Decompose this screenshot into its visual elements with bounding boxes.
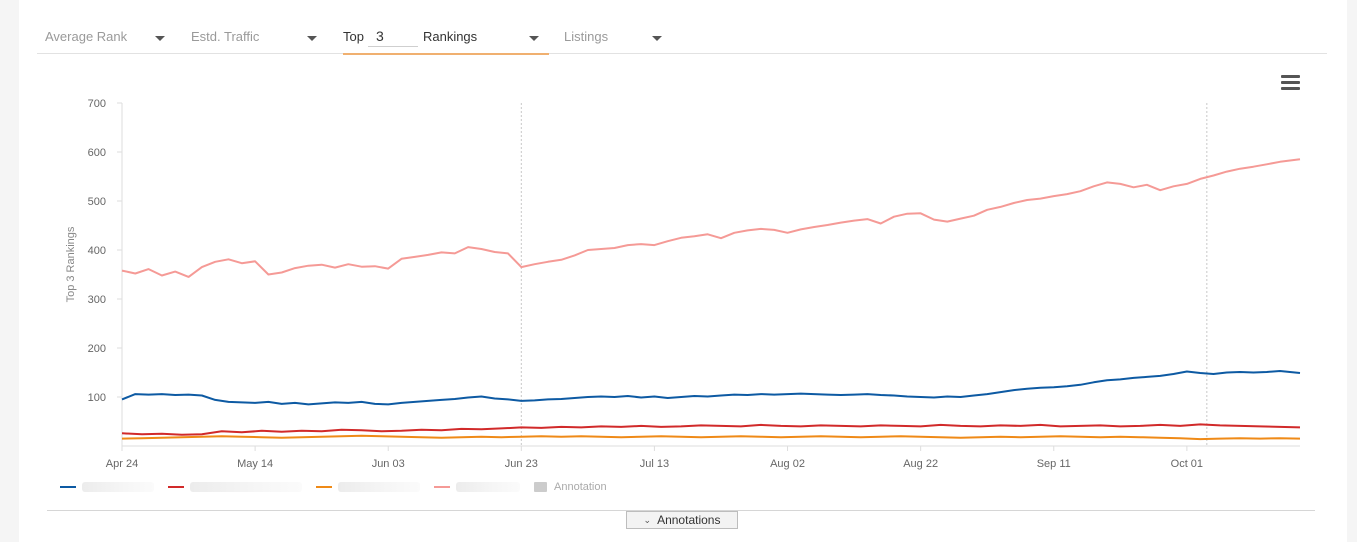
series-line-0[interactable] <box>121 158 1301 278</box>
annotation-swatch <box>534 482 547 492</box>
top-label: Top <box>343 29 364 44</box>
rankings-label: Rankings <box>422 29 478 44</box>
estd-traffic-dropdown[interactable]: Estd. Traffic <box>191 20 317 52</box>
x-tick-label: May 14 <box>237 458 273 470</box>
listings-dropdown[interactable]: Listings <box>564 20 662 52</box>
divider <box>47 510 1315 511</box>
legend-blurred-label <box>456 482 520 492</box>
legend-blurred-label <box>82 482 154 492</box>
legend-item-red[interactable] <box>168 482 302 492</box>
top-n-input[interactable] <box>367 26 418 47</box>
chart-panel <box>19 0 1347 542</box>
x-tick-label: Jun 03 <box>372 458 405 470</box>
legend-item-pink[interactable] <box>434 482 520 492</box>
average-rank-label: Average Rank <box>45 28 128 44</box>
chart-menu-icon[interactable] <box>1281 75 1300 91</box>
y-axis-title: Top 3 Rankings <box>65 226 77 302</box>
x-tick-label: Sep 11 <box>1037 458 1071 470</box>
chevron-down-icon <box>529 36 539 41</box>
chart-toolbar: Average Rank Estd. Traffic Top Rankings … <box>37 20 1327 55</box>
legend-swatch <box>316 486 332 488</box>
chevron-down-icon <box>155 36 165 41</box>
y-tick-label: 300 <box>88 294 106 306</box>
annotations-button-label: Annotations <box>657 513 721 527</box>
legend-annotation-label: Annotation <box>554 481 607 493</box>
x-tick-label: Jul 13 <box>640 458 669 470</box>
top-rankings-dropdown[interactable]: Top Rankings <box>343 20 549 55</box>
legend-blurred-label <box>338 482 420 492</box>
legend-blurred-label <box>190 482 302 492</box>
legend-swatch <box>434 486 450 488</box>
chevron-down-icon: ⌄ <box>643 514 652 525</box>
chart-legend: Annotation <box>60 477 621 497</box>
series-line-1[interactable] <box>121 370 1301 406</box>
listings-label: Listings <box>564 28 609 44</box>
y-tick-label: 500 <box>88 196 106 208</box>
average-rank-dropdown[interactable]: Average Rank <box>45 20 165 52</box>
x-tick-label: Jun 23 <box>505 458 538 470</box>
y-tick-label: 400 <box>88 245 106 257</box>
legend-item-annotation[interactable]: Annotation <box>534 481 607 493</box>
y-tick-label: 200 <box>88 343 106 355</box>
chevron-down-icon <box>307 36 317 41</box>
y-tick-label: 100 <box>88 392 106 404</box>
y-tick-label: 600 <box>88 147 106 159</box>
x-tick-label: Aug 22 <box>903 458 938 470</box>
estd-traffic-label: Estd. Traffic <box>191 28 260 44</box>
series-line-2[interactable] <box>121 423 1301 436</box>
series-line-3[interactable] <box>121 434 1301 441</box>
legend-swatch <box>60 486 76 488</box>
legend-swatch <box>168 486 184 488</box>
annotations-toggle-button[interactable]: ⌄ Annotations <box>626 511 738 529</box>
x-tick-label: Apr 24 <box>106 458 138 470</box>
chevron-down-icon <box>652 36 662 41</box>
legend-item-orange[interactable] <box>316 482 420 492</box>
x-tick-label: Oct 01 <box>1171 458 1203 470</box>
legend-item-blue[interactable] <box>60 482 154 492</box>
y-tick-label: 700 <box>88 98 106 110</box>
x-tick-label: Aug 02 <box>770 458 805 470</box>
